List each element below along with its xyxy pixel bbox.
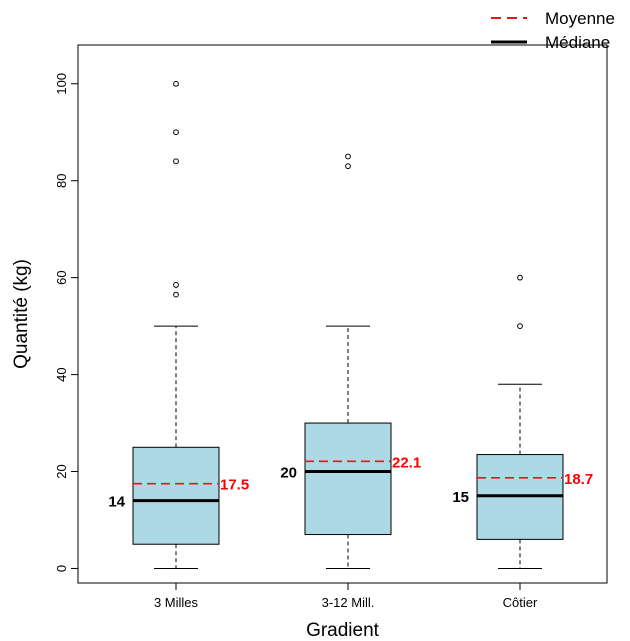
- plot-frame: [77, 44, 608, 584]
- y-tick-label: 100: [54, 73, 69, 95]
- outlier-point: [517, 274, 523, 281]
- axes: 0 20 40 60 80 100 Quantité (kg) 3 Milles 3-12 Mi…: [11, 44, 608, 641]
- legend: Moyenne Médiane: [491, 9, 615, 52]
- outlier-point: [517, 323, 523, 330]
- outlier-point: [173, 291, 179, 298]
- median-label: 14: [108, 494, 125, 511]
- outlier-point: [173, 158, 179, 165]
- outlier-point: [173, 282, 179, 288]
- plot-area: 14 17.5 20 22.1 15 18.7: [108, 80, 593, 569]
- x-tick-label: 3 Milles: [154, 595, 199, 610]
- y-tick-label: 80: [54, 173, 69, 187]
- median-label: 20: [280, 465, 297, 482]
- outlier-point: [173, 80, 179, 87]
- outlier-point: [173, 129, 179, 136]
- legend-median-label: Médiane: [545, 33, 610, 52]
- outlier-point: [345, 163, 351, 170]
- mean-label: 18.7: [564, 471, 593, 488]
- outlier-point: [345, 153, 351, 160]
- iqr-box: [304, 422, 392, 536]
- y-tick-label: 40: [54, 367, 69, 381]
- y-tick-label: 0: [54, 565, 69, 572]
- mean-label: 22.1: [392, 454, 421, 471]
- box-group: 15 18.7: [452, 274, 593, 569]
- iqr-box: [132, 446, 220, 545]
- legend-mean-label: Moyenne: [545, 9, 615, 28]
- x-tick-label: 3-12 Mill.: [322, 595, 375, 610]
- y-tick-label: 20: [54, 464, 69, 478]
- mean-label: 17.5: [220, 477, 249, 494]
- median-label: 15: [452, 489, 469, 506]
- box-group: 14 17.5: [108, 80, 249, 569]
- box-group: 20 22.1: [280, 153, 421, 569]
- x-tick-label: Côtier: [503, 595, 538, 610]
- y-tick-label: 60: [54, 270, 69, 284]
- y-axis-label: Quantité (kg): [11, 259, 32, 369]
- x-axis-label: Gradient: [306, 620, 380, 641]
